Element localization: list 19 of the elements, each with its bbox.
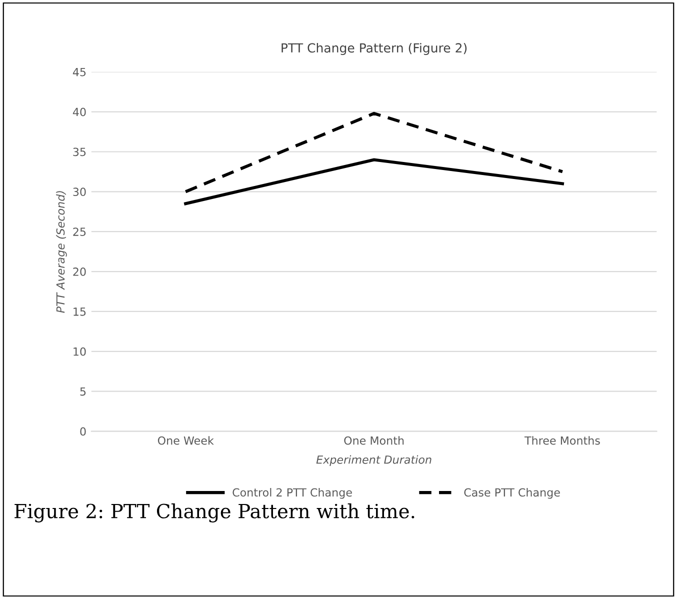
chart-title: PTT Change Pattern (Figure 2) xyxy=(282,42,467,56)
y-tick-label: 35 xyxy=(73,148,86,156)
x-tick-label: One Week xyxy=(158,436,214,445)
y-tick-label: 25 xyxy=(73,228,86,236)
caption: Figure 2: PTT Change Pattern with time. xyxy=(14,503,414,522)
y-tick-label: 45 xyxy=(72,68,86,76)
y-tick-label: 40 xyxy=(72,108,86,116)
x-tick-label: Three Months xyxy=(524,436,600,445)
y-tick-label: 5 xyxy=(80,387,86,396)
y-tick-label: 10 xyxy=(74,347,86,356)
legend-label: Case PTT Change xyxy=(464,488,560,499)
y-tick-label: 0 xyxy=(80,427,86,436)
y-tick-label: 20 xyxy=(73,268,86,276)
x-tick-label: One Month xyxy=(344,436,404,445)
y-tick-label: 15 xyxy=(74,308,86,316)
x-axis-title: Experiment Duration xyxy=(316,455,432,466)
y-axis-title: PTT Average (Second) xyxy=(56,191,67,313)
y-tick-label: 30 xyxy=(73,188,86,196)
legend-label: Control 2 PTT Change xyxy=(232,488,352,499)
